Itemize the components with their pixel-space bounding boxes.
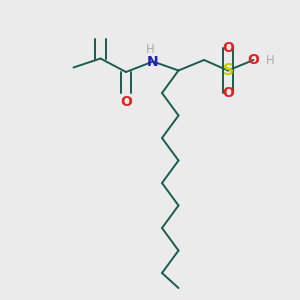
Text: O: O <box>222 86 234 100</box>
Text: O: O <box>120 94 132 109</box>
Text: N: N <box>147 55 159 68</box>
Text: H: H <box>266 53 274 67</box>
Text: O: O <box>248 53 260 67</box>
Text: S: S <box>223 63 233 78</box>
Text: O: O <box>222 41 234 55</box>
Text: H: H <box>146 43 154 56</box>
